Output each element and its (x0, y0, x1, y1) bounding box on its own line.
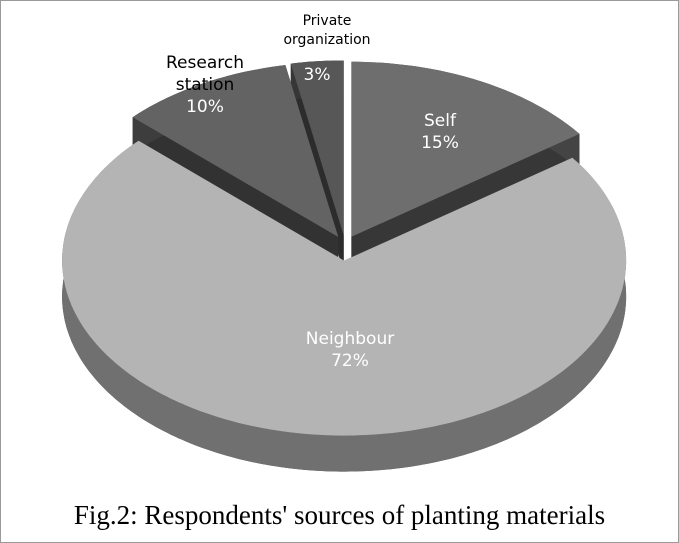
slice-label: Private organization 3% (282, 12, 372, 86)
value-label: 3% (303, 65, 331, 85)
category-label: Private organization (283, 13, 371, 48)
category-label: Research station (166, 53, 244, 95)
slice (351, 61, 580, 237)
caption: Fig.2: Respondents' sources of planting … (73, 500, 606, 530)
value-label: 72% (331, 351, 369, 371)
slice-label: Neighbour 72% (290, 328, 410, 372)
value-label: 15% (421, 133, 459, 153)
slice (62, 140, 627, 436)
category-label: Self (424, 111, 456, 131)
slice (132, 65, 339, 237)
value-label: 10% (186, 97, 224, 117)
category-label: Neighbour (305, 329, 395, 349)
slice-label: Self 15% (390, 110, 490, 154)
slice (290, 60, 344, 236)
slice-label: Research station 10% (150, 52, 260, 118)
